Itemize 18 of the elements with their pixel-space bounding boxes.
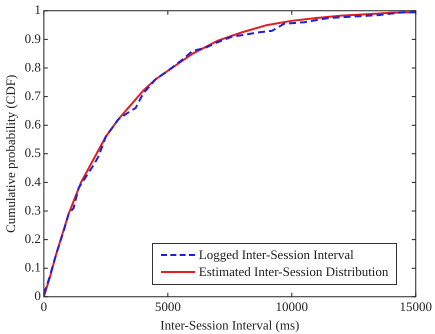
y-tick-label: 0.7 — [24, 88, 42, 104]
y-tick-label: 0.9 — [24, 30, 41, 46]
y-axis-title: Cumulative probability (CDF) — [3, 74, 18, 233]
y-tick-label: 0.4 — [24, 174, 42, 189]
y-tick-label: 0.1 — [24, 260, 41, 275]
x-tick-label: 5000 — [154, 299, 181, 314]
y-tick-label: 0.3 — [24, 202, 41, 218]
y-tick-label: 0.2 — [24, 231, 41, 246]
x-axis-title: Inter-Session Interval (ms) — [160, 318, 300, 333]
y-tick-label: 0.6 — [24, 116, 42, 132]
y-tick-label: 0.5 — [24, 145, 41, 160]
y-tick-label: 0 — [34, 288, 41, 304]
x-tick-label: 15000 — [400, 299, 432, 314]
y-tick-label: 0.8 — [24, 59, 41, 74]
x-tick-label: 10000 — [276, 299, 308, 314]
legend-label: Logged Inter-Session Interval — [198, 247, 354, 264]
legend-label: Estimated Inter-Session Distribution — [198, 264, 388, 280]
y-tick-label: 1 — [34, 2, 41, 18]
